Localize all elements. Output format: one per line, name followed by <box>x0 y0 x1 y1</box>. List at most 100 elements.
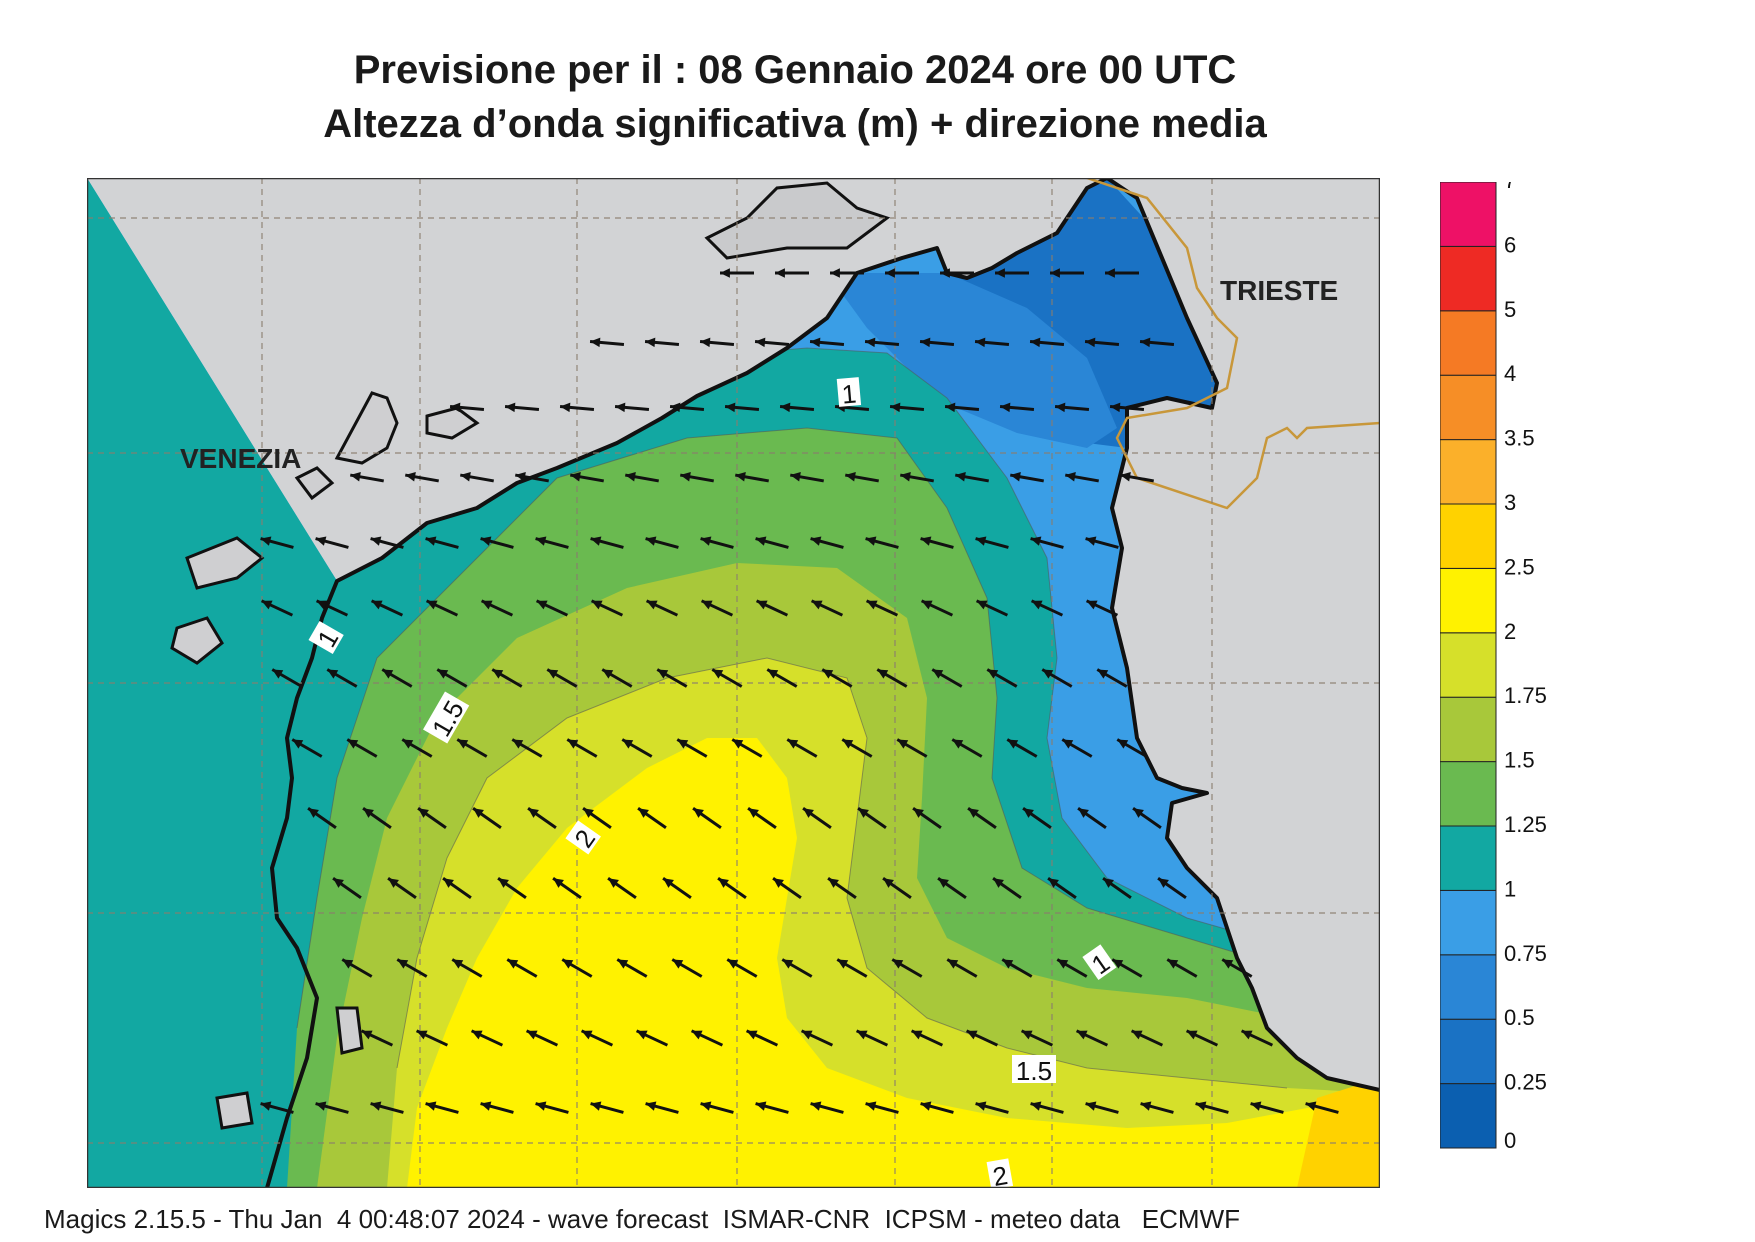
arrow-head <box>890 402 901 413</box>
arrow-head <box>975 1101 987 1111</box>
legend-tick-labels: 0 0.25 0.5 0.75 1 1.25 1.5 1.75 2 2.5 3 3.5 4 5 6 7 <box>1504 182 1547 1152</box>
arrow-head <box>528 808 539 818</box>
arrow-head <box>955 472 966 482</box>
arrow-head <box>782 959 794 969</box>
arrow-head <box>746 1030 758 1040</box>
arrow-head <box>787 739 799 749</box>
coastline <box>265 178 1380 1188</box>
legend-tick-label: 2 <box>1504 619 1516 644</box>
legend-swatch <box>1440 632 1497 698</box>
arrow-head <box>292 739 304 749</box>
band-0.5-0.75 <box>827 273 1117 448</box>
arrow-head <box>920 337 931 348</box>
arrow-head <box>966 1030 978 1040</box>
arrow-head <box>645 536 657 546</box>
arrow-head <box>638 808 649 818</box>
arrow-head <box>591 600 603 610</box>
arrow-head <box>837 959 849 969</box>
arrow-head <box>693 808 704 818</box>
arrow-head <box>590 337 601 348</box>
arrow-head <box>505 402 516 413</box>
arrow-head <box>437 669 449 679</box>
arrow-head <box>1167 959 1179 969</box>
arrow-head <box>700 1101 712 1111</box>
arrow-head <box>370 1101 382 1111</box>
arrow-head <box>911 1030 923 1040</box>
arrow-head <box>1186 1030 1198 1040</box>
arrow-head <box>583 808 594 818</box>
legend-tick-label: 1.75 <box>1504 683 1547 708</box>
arrow-head <box>1117 739 1129 749</box>
northern-coast <box>704 181 891 260</box>
arrow-head <box>885 268 895 278</box>
arrow-head <box>810 1101 822 1111</box>
arrow-head <box>272 669 284 679</box>
arrow-head <box>481 600 493 610</box>
arrow-head <box>515 472 526 482</box>
arrow-head <box>1031 600 1043 610</box>
arrow-head <box>913 808 924 818</box>
legend-swatches <box>1440 182 1497 1149</box>
arrow-head <box>562 959 574 969</box>
arrow-head <box>382 669 394 679</box>
arrow-head <box>315 1101 327 1111</box>
arrow-head <box>333 878 344 888</box>
legend-tick-label: 0.25 <box>1504 1070 1547 1095</box>
arrow-head <box>975 536 987 546</box>
arrow-head <box>1023 808 1034 818</box>
legend-swatch <box>1440 1083 1497 1149</box>
arrow-head <box>1158 878 1169 888</box>
arrow-head <box>1078 808 1089 818</box>
arrow-head <box>1305 1101 1317 1111</box>
arrow-head <box>975 337 986 348</box>
arrow-head <box>865 536 877 546</box>
arrow-head <box>947 959 959 969</box>
arrow-head <box>416 1030 428 1040</box>
city-label-trieste: TRIESTE <box>1220 275 1338 306</box>
wave-height-map: 1 1 1 1.5 1.5 2 <box>87 178 1380 1188</box>
arrow-head <box>842 739 854 749</box>
arrow-head <box>450 402 461 413</box>
graticule <box>87 178 1380 1188</box>
arrow-head <box>700 536 712 546</box>
arrow-head <box>822 669 834 679</box>
arrow-head <box>773 878 784 888</box>
legend-swatch <box>1440 696 1497 763</box>
arrow-head <box>535 1101 547 1111</box>
arrow-head <box>828 878 839 888</box>
legend-tick-label: 1.25 <box>1504 812 1547 837</box>
arrow-head <box>316 600 328 610</box>
arrow-head <box>1112 959 1124 969</box>
map-frame <box>87 178 1380 1188</box>
arrow-head <box>938 878 949 888</box>
arrow-head <box>315 536 327 546</box>
arrow-head <box>260 1101 272 1111</box>
arrow-head <box>402 739 414 749</box>
arrow-head <box>617 959 629 969</box>
arrow-head <box>457 739 469 749</box>
legend-swatch <box>1440 889 1497 956</box>
arrow-head <box>877 669 889 679</box>
arrow-head <box>920 536 932 546</box>
arrow-head <box>701 600 713 610</box>
arrow-head <box>691 1030 703 1040</box>
arrow-head <box>1085 536 1097 546</box>
arrow-head <box>615 402 626 413</box>
arrow-head <box>646 600 658 610</box>
arrow-head <box>363 808 374 818</box>
arrow-head <box>1133 808 1144 818</box>
legend-swatch <box>1440 1018 1497 1085</box>
arrow-head <box>1030 337 1041 348</box>
arrow-head <box>1002 959 1014 969</box>
color-scale-legend: 0 0.25 0.5 0.75 1 1.25 1.5 1.75 2 2.5 3 3.5 4 5 6 7 <box>1440 182 1547 1152</box>
arrow-head <box>1048 878 1059 888</box>
arrow-head <box>921 600 933 610</box>
arrow-head <box>498 878 509 888</box>
arrow-head <box>830 268 840 278</box>
arrow-head <box>780 402 791 413</box>
arrow-head <box>547 669 559 679</box>
arrow-head <box>1131 1030 1143 1040</box>
arrow-head <box>1120 472 1131 482</box>
arrow-head <box>1010 472 1021 482</box>
legend-swatch <box>1440 761 1497 827</box>
